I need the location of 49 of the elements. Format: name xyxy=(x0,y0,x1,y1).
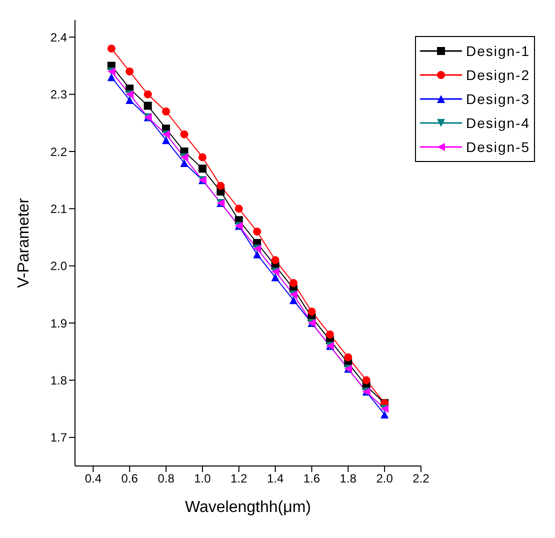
y-tick-label: 2.2 xyxy=(50,144,68,159)
point xyxy=(107,73,116,82)
x-tick-label: 1.4 xyxy=(266,472,284,486)
point xyxy=(198,164,206,173)
point xyxy=(144,90,152,98)
legend-label: Design-2 xyxy=(466,67,530,83)
point xyxy=(271,256,280,264)
point xyxy=(308,308,316,316)
point xyxy=(380,410,389,419)
point xyxy=(271,273,280,282)
y-tick-label: 2.3 xyxy=(50,88,68,102)
point xyxy=(253,250,262,258)
point xyxy=(198,153,206,162)
y-axis-title: V-Parameter xyxy=(16,197,33,288)
y-tick-label: 1.9 xyxy=(50,316,68,330)
point xyxy=(162,136,170,144)
point xyxy=(290,296,298,304)
point xyxy=(162,107,170,116)
x-tick-label: 0.6 xyxy=(121,472,138,486)
y-tick-label: 2.1 xyxy=(50,202,68,216)
legend-label: Design-1 xyxy=(466,43,530,59)
point xyxy=(107,44,116,53)
y-tick-label: 1.7 xyxy=(50,430,68,445)
x-axis-title: Wavelengthh(μm) xyxy=(184,499,311,516)
x-tick-label: 2.2 xyxy=(412,472,430,486)
y-tick-label: 1.8 xyxy=(50,373,68,388)
point xyxy=(144,102,152,110)
y-tick-label: 2.0 xyxy=(50,259,68,274)
legend-label: Design-4 xyxy=(466,115,530,131)
point xyxy=(126,96,134,104)
point xyxy=(344,353,352,362)
point xyxy=(126,67,134,76)
x-tick-label: 0.8 xyxy=(158,472,175,486)
x-tick-label: 1.0 xyxy=(194,472,212,486)
point xyxy=(180,130,188,138)
point xyxy=(362,376,370,384)
x-tick-label: 1.2 xyxy=(230,472,248,486)
x-tick-label: 2.0 xyxy=(376,472,394,486)
point xyxy=(234,204,243,213)
y-tick-label: 2.4 xyxy=(50,30,68,44)
point xyxy=(326,330,334,338)
legend-label: Design-3 xyxy=(466,91,530,107)
x-tick-label: 1.8 xyxy=(340,472,357,486)
x-tick-label: 1.6 xyxy=(303,472,320,486)
point xyxy=(290,279,298,288)
point xyxy=(253,228,262,236)
point xyxy=(216,182,225,190)
legend-label: Design-5 xyxy=(466,139,530,155)
x-tick-label: 0.4 xyxy=(84,472,102,486)
